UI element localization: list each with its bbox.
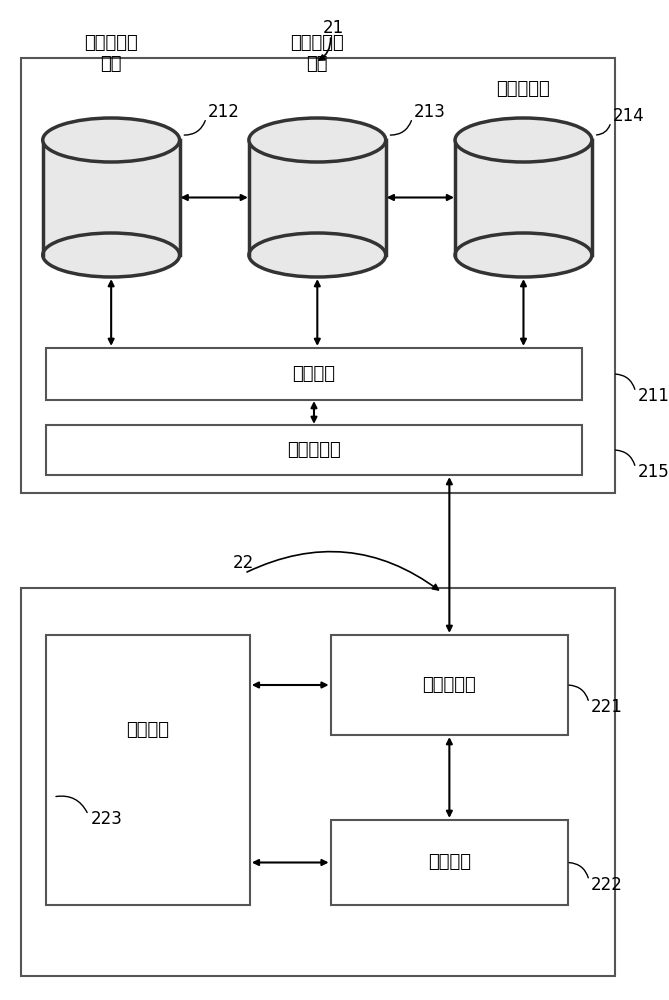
- Text: 211: 211: [638, 387, 669, 405]
- Bar: [45, 348, 583, 400]
- Bar: [330, 820, 568, 905]
- Ellipse shape: [455, 118, 592, 162]
- Bar: [43, 140, 179, 255]
- Text: 213: 213: [414, 103, 446, 121]
- Ellipse shape: [455, 233, 592, 277]
- Ellipse shape: [249, 118, 386, 162]
- Bar: [21, 58, 615, 493]
- Text: 消息收发器: 消息收发器: [287, 441, 341, 459]
- Text: 用户标识数
据库: 用户标识数 据库: [84, 34, 138, 73]
- Ellipse shape: [43, 233, 179, 277]
- Bar: [455, 140, 592, 255]
- Ellipse shape: [43, 118, 179, 162]
- Text: 输入模块: 输入模块: [428, 854, 471, 871]
- Bar: [21, 588, 615, 976]
- Text: 212: 212: [208, 103, 240, 121]
- Text: 显示模块: 显示模块: [126, 720, 169, 738]
- Text: 操作记录数
据库: 操作记录数 据库: [290, 34, 344, 73]
- Bar: [330, 635, 568, 735]
- Text: 22: 22: [233, 554, 254, 572]
- Text: 223: 223: [91, 810, 123, 828]
- Bar: [45, 425, 583, 475]
- Bar: [249, 140, 386, 255]
- Text: 推荐模块: 推荐模块: [292, 365, 335, 383]
- Text: 21: 21: [323, 19, 345, 37]
- Text: 文件数据库: 文件数据库: [496, 80, 551, 98]
- Bar: [45, 635, 250, 905]
- Text: 消息收发器: 消息收发器: [423, 676, 476, 694]
- Text: 222: 222: [591, 876, 623, 894]
- Text: 215: 215: [638, 463, 669, 481]
- Ellipse shape: [249, 233, 386, 277]
- Text: 214: 214: [613, 107, 644, 125]
- Text: 221: 221: [591, 698, 623, 716]
